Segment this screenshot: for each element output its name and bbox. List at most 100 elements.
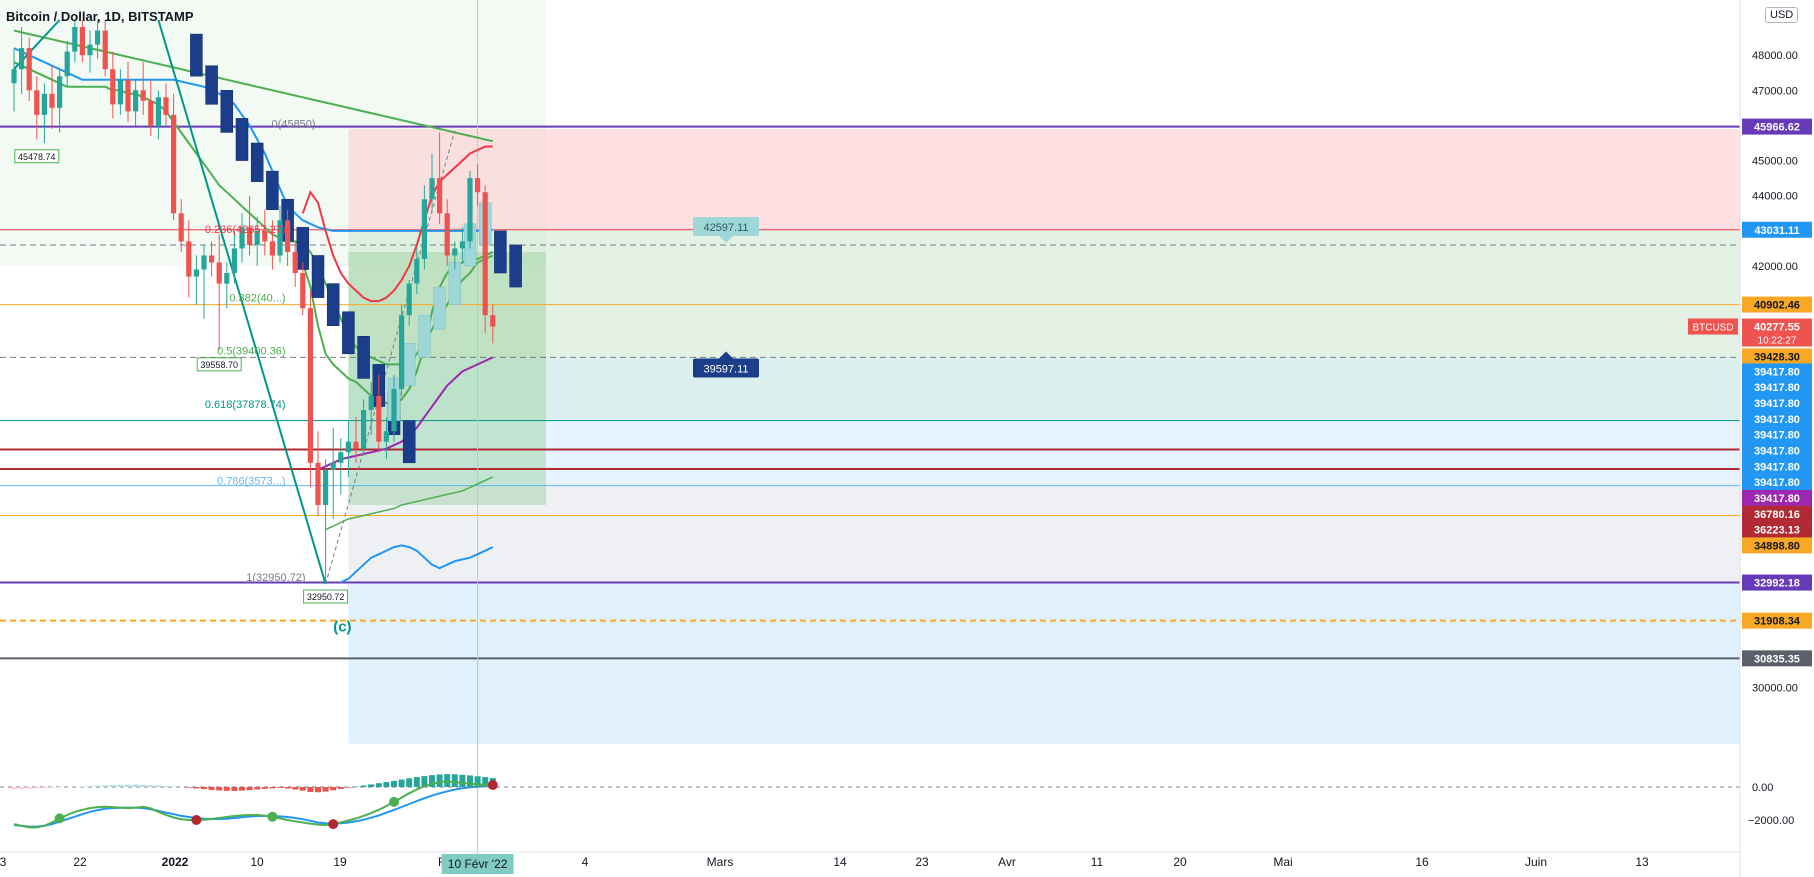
price-label: 32992.18 (1754, 578, 1800, 590)
price-label: 40277.55 (1754, 322, 1800, 334)
osc-bar (474, 776, 481, 787)
price-label-box (1742, 410, 1812, 427)
osc-bar (117, 784, 124, 787)
osc-bar (140, 784, 147, 787)
y-tick-label: 30000.00 (1752, 683, 1798, 695)
renko-brick (433, 286, 446, 330)
callout-text: 39597.11 (703, 363, 748, 375)
candle-body (26, 48, 32, 91)
price-label: 39428.30 (1754, 351, 1800, 363)
x-tick-label: 13 (1635, 855, 1649, 869)
zone-lightblue (348, 420, 1740, 486)
fib-level-label: 1(32950.72) (246, 572, 305, 584)
osc-bar (33, 787, 40, 789)
candle-body (467, 178, 473, 242)
price-label: 39417.80 (1754, 477, 1800, 489)
price-label: 39417.80 (1754, 430, 1800, 442)
candle-body (383, 431, 389, 442)
renko-brick (509, 244, 522, 288)
candle-body (459, 241, 465, 249)
swing-label: 39558.70 (200, 360, 238, 370)
candle-body (64, 51, 70, 77)
osc-bar (18, 787, 25, 789)
price-axis[interactable]: 48000.00 47000.00 45000.00 44000.00 42000.00… (1688, 0, 1814, 877)
candle-body (277, 220, 283, 256)
osc-cross-dot (54, 813, 65, 824)
osc-bar (421, 776, 428, 787)
x-tick-label: 3 (0, 855, 7, 869)
candle-body (285, 220, 291, 252)
candle-body (110, 69, 116, 105)
zone-red (348, 128, 1740, 230)
zones-layer (0, 0, 1740, 744)
osc-bar (269, 787, 276, 789)
fib-level-label: 0.236(42857.27) (205, 224, 286, 236)
candle-body (216, 262, 222, 284)
osc-bar (360, 785, 367, 787)
osc-tick-label: 0.00 (1752, 782, 1773, 794)
osc-bar (109, 785, 116, 787)
candle-body (323, 469, 329, 505)
currency-button[interactable]: USD (1765, 7, 1799, 23)
callout-box (693, 358, 759, 378)
osc-bar (246, 787, 253, 791)
osc-cross-dot (191, 815, 202, 825)
candle-body (345, 441, 351, 453)
price-label-box (1742, 426, 1812, 443)
candle-body (239, 227, 245, 249)
candle-body (414, 258, 420, 284)
blue-ma-line (13, 47, 493, 232)
candle-body (125, 79, 131, 112)
callout-text: 42597.11 (703, 222, 748, 234)
hlines-layer (0, 0, 1740, 857)
y-tick-label: 44000.00 (1752, 191, 1798, 203)
price-label-box (1742, 118, 1812, 135)
price-label-box (1742, 363, 1812, 380)
osc-bar (26, 787, 33, 789)
osc-bar (254, 787, 261, 790)
osc-bar (277, 787, 283, 788)
candle-body (133, 90, 139, 112)
x-tick-label: 23 (915, 855, 929, 869)
price-label-box (1742, 348, 1812, 365)
renko-brick (494, 230, 507, 274)
fib-labels-layer: 0(45850) 0.236(42857.27) 0.382(40...) 0.5(3… (14, 119, 759, 635)
x-tick-label: 20 (1173, 855, 1187, 869)
osc-bar (87, 786, 93, 787)
osc-bar (193, 787, 200, 789)
osc-bar (482, 777, 489, 787)
osc-bar (299, 787, 306, 791)
candle-body (315, 462, 321, 505)
osc-bar (223, 787, 230, 791)
osc-bar (239, 787, 245, 791)
x-tick-label: 10 (250, 855, 264, 869)
osc-bar (231, 787, 238, 791)
swing-label: 45478.74 (18, 152, 56, 162)
symbol-title[interactable]: Bitcoin / Dollar, 1D, BITSTAMP (6, 9, 194, 24)
fib-level-label: 0.786(3573...) (217, 475, 286, 487)
candle-body (79, 27, 85, 56)
time-axis[interactable]: 32220221019Févr4Mars1423Avr1120Mai16Juin… (0, 851, 1740, 874)
osc-bar (163, 786, 169, 787)
candle-body (224, 273, 230, 284)
candle-body (338, 452, 344, 463)
osc-bar (413, 777, 420, 787)
renko-brick (357, 336, 370, 379)
x-tick-label: 22 (73, 855, 87, 869)
price-label: 30835.35 (1754, 653, 1800, 665)
osc-bar (125, 784, 131, 787)
x-tick-label: 4 (582, 855, 589, 869)
x-tick-label: Mars (707, 855, 734, 869)
price-label-box (1742, 221, 1812, 238)
blue-lower-curve (340, 544, 494, 584)
crosshair-time-label: 10 Févr '22 (448, 857, 508, 871)
candle-body (163, 97, 169, 115)
swing-label: 32950.72 (307, 592, 345, 602)
candle-body (482, 192, 488, 316)
candle-body (406, 283, 412, 316)
candle-body (140, 90, 146, 101)
osc-bar (94, 785, 101, 787)
osc-bar (375, 783, 382, 787)
price-label: 40902.46 (1754, 300, 1800, 312)
